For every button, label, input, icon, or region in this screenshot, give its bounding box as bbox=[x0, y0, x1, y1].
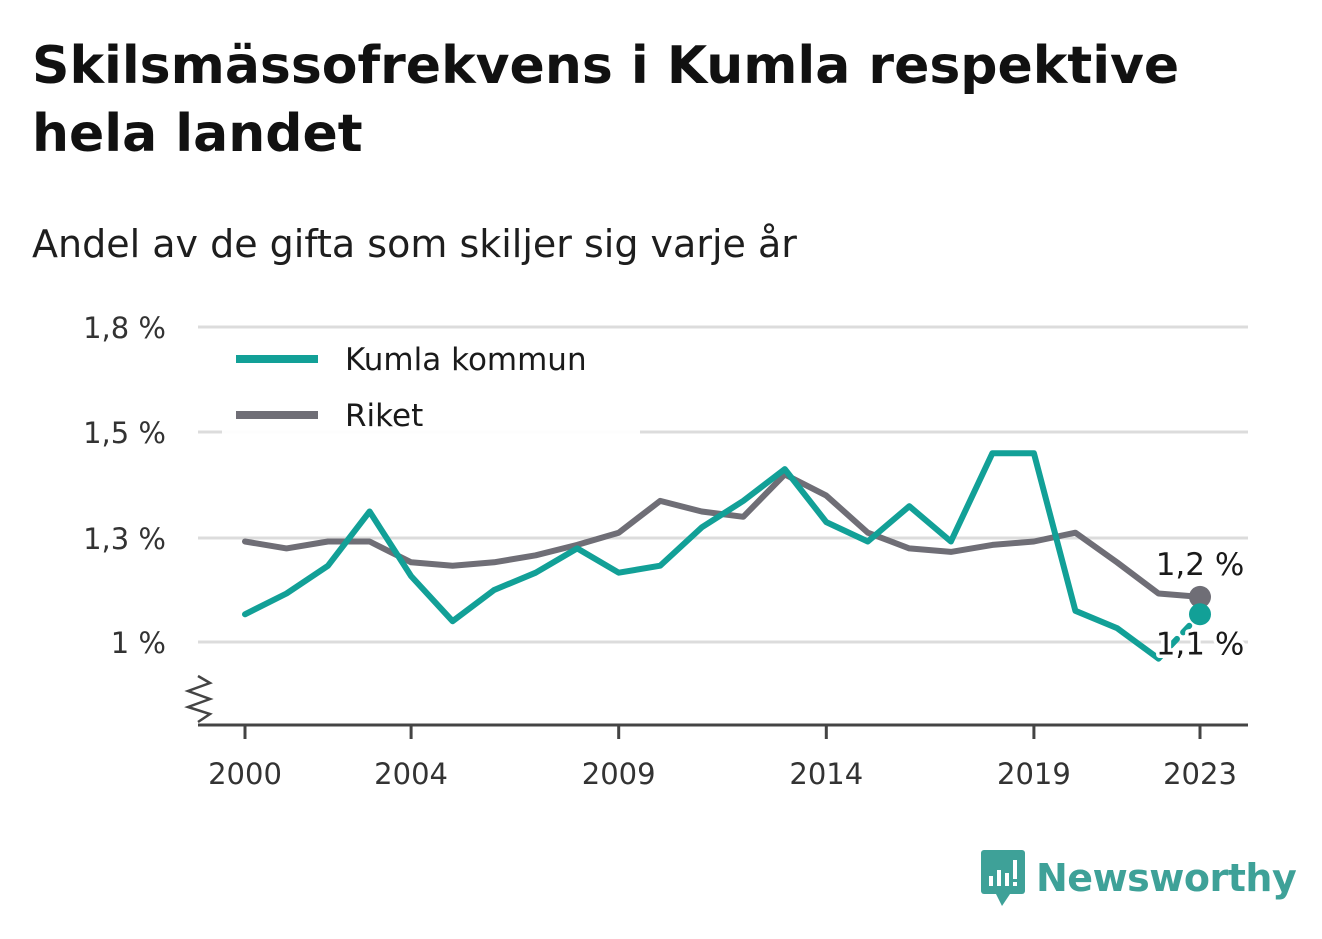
x-tick-label: 2004 bbox=[374, 757, 448, 791]
legend: Kumla kommun Riket bbox=[222, 330, 640, 436]
chart-title: Skilsmässofrekvens i Kumla respektive he… bbox=[32, 36, 1180, 164]
y-tick-label: 1,5 % bbox=[83, 416, 166, 450]
legend-label: Kumla kommun bbox=[345, 342, 587, 378]
end-point-riket bbox=[1189, 585, 1211, 608]
end-label-riket: 1,2 % bbox=[1156, 547, 1245, 583]
y-tick-label: 1,8 % bbox=[83, 311, 166, 345]
axis-break-icon bbox=[184, 674, 214, 724]
legend-label: Riket bbox=[345, 398, 423, 434]
chart-subtitle: Andel av de gifta som skiljer sig varje … bbox=[32, 222, 797, 266]
end-point-kumla bbox=[1189, 603, 1211, 626]
logo-text: Newsworthy bbox=[1036, 856, 1297, 900]
end-label-kumla: 1,1 % bbox=[1156, 626, 1245, 662]
series-line-kumla bbox=[242, 450, 1162, 662]
series-line-kumla-dashed bbox=[1155, 611, 1203, 662]
x-tick-label: 2023 bbox=[1163, 757, 1237, 791]
x-tick-label: 2000 bbox=[208, 757, 282, 791]
newsworthy-logo: Newsworthy bbox=[980, 848, 1297, 908]
y-tick-label: 1 % bbox=[111, 626, 166, 660]
x-tick-label: 2014 bbox=[789, 757, 863, 791]
x-tick-label: 2009 bbox=[582, 757, 656, 791]
x-tick-label: 2019 bbox=[997, 757, 1071, 791]
y-tick-label: 1,3 % bbox=[83, 522, 166, 556]
newsworthy-logo-icon bbox=[981, 850, 1025, 906]
